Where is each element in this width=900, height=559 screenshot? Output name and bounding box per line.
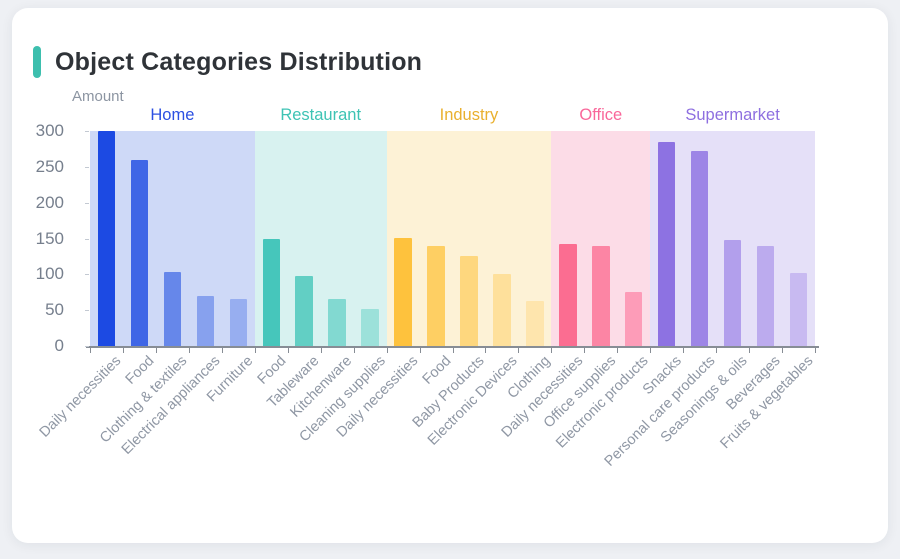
bar: [361, 309, 379, 346]
y-axis-tick: [85, 202, 89, 204]
page-title: Object Categories Distribution: [55, 48, 423, 76]
x-axis-tick: [188, 347, 190, 353]
bar: [163, 272, 182, 346]
group-label-industry: Industry: [439, 106, 499, 124]
x-axis-tick: [584, 347, 586, 353]
chart-card: Object Categories Distribution Amount Ho…: [12, 8, 888, 543]
x-axis-tick: [287, 347, 289, 353]
x-axis-tick: [254, 347, 256, 353]
bar: [789, 272, 808, 346]
y-axis-tick: [85, 166, 89, 168]
y-axis-tick-label: 50: [45, 300, 64, 320]
bar: [723, 239, 742, 346]
x-axis-tick: [221, 347, 223, 353]
group-label-home: Home: [150, 106, 195, 124]
bar: [690, 151, 709, 346]
y-axis-tick-label: 200: [35, 192, 64, 212]
x-axis-tick: [122, 347, 124, 353]
x-axis-tick: [353, 347, 355, 353]
y-axis-tick-label: 300: [35, 121, 64, 140]
x-axis-tick: [452, 347, 454, 353]
y-axis-tick: [85, 274, 89, 276]
bar: [394, 237, 412, 346]
bar: [295, 276, 313, 346]
x-axis-tick: [782, 347, 784, 353]
x-axis-tick: [551, 347, 553, 353]
y-axis-tick-label: 100: [35, 264, 64, 284]
bar: [460, 255, 478, 346]
bar: [229, 299, 248, 346]
bar: [130, 159, 149, 346]
y-axis-tick-label: 0: [54, 336, 64, 355]
y-axis-tick-label: 150: [35, 228, 64, 248]
y-axis-tick: [85, 346, 89, 347]
bar: [328, 299, 346, 346]
x-axis-tick: [419, 347, 421, 353]
bar: [592, 246, 610, 346]
group-label-office: Office: [579, 106, 623, 124]
y-axis-tick-label: 250: [35, 156, 64, 176]
x-axis-tick: [320, 347, 322, 353]
bar: [625, 292, 643, 346]
group-label-restaurant: Restaurant: [280, 106, 362, 124]
group-label-supermarket: Supermarket: [685, 106, 780, 124]
bar: [97, 131, 116, 346]
y-axis-tick: [85, 238, 89, 240]
bar: [756, 245, 775, 346]
bar: [559, 244, 577, 346]
x-axis-tick: [485, 347, 487, 353]
x-axis-tick: [90, 347, 91, 353]
bar: [427, 246, 445, 346]
x-axis-tick: [518, 347, 520, 353]
bar: [262, 239, 280, 346]
x-axis-tick: [749, 347, 751, 353]
x-axis-tick: [815, 347, 816, 353]
title-accent-bar: [33, 46, 41, 78]
bar: [493, 274, 511, 346]
x-axis-tick: [386, 347, 388, 353]
x-axis-tick: [683, 347, 685, 353]
y-axis-tick: [85, 131, 89, 132]
bar: [657, 141, 676, 346]
x-axis-baseline: [86, 346, 819, 348]
x-axis-tick: [617, 347, 619, 353]
bar: [526, 300, 544, 346]
x-axis-tick: [716, 347, 718, 353]
bar-chart: Home Daily necessities Food Clothing & text…: [12, 8, 888, 543]
x-axis-tick: [155, 347, 157, 353]
y-axis-tick: [85, 310, 89, 312]
y-axis-title: Amount: [72, 88, 124, 105]
x-axis-tick: [650, 347, 652, 353]
bar: [196, 295, 215, 346]
